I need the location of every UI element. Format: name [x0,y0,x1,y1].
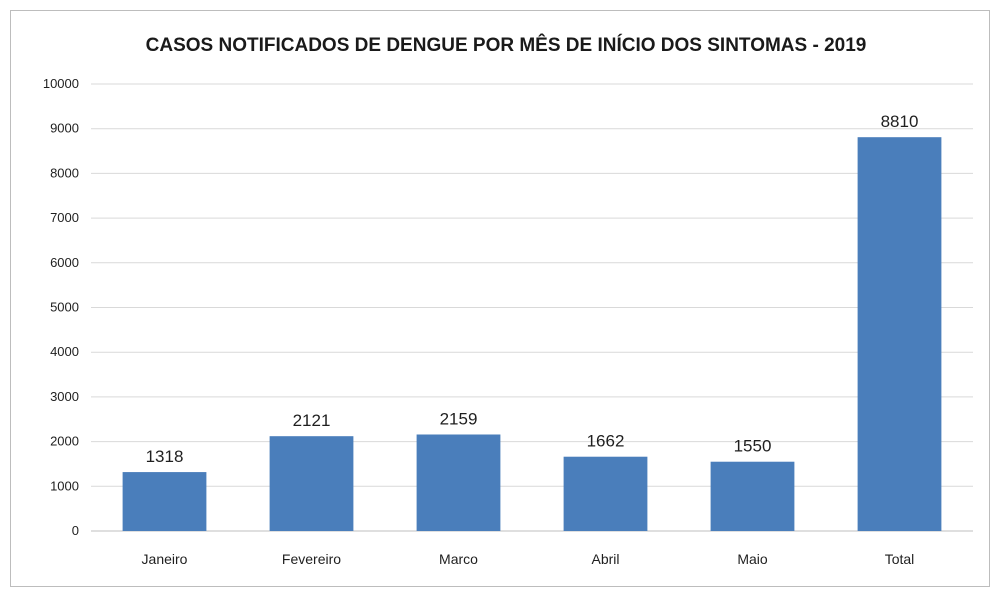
bar-marco [416,434,501,531]
y-tick-label: 0 [72,523,79,538]
bar-total [857,137,942,531]
data-label: 1318 [146,447,184,466]
bars [122,137,942,531]
x-category-label: Abril [591,551,619,567]
x-axis-categories: Janeiro Fevereiro Marco Abril Maio Total [142,551,915,567]
data-label: 2121 [293,411,331,430]
bar-janeiro [122,472,207,531]
y-tick-label: 10000 [43,76,79,91]
x-category-label: Janeiro [142,551,188,567]
chart-frame: CASOS NOTIFICADOS DE DENGUE POR MÊS DE I… [10,10,990,587]
data-label: 8810 [881,112,919,131]
y-tick-label: 7000 [50,210,79,225]
bar-chart: CASOS NOTIFICADOS DE DENGUE POR MÊS DE I… [43,34,973,567]
y-tick-label: 2000 [50,434,79,449]
bar-maio [710,461,795,531]
bar-abril [563,456,648,531]
x-category-label: Fevereiro [282,551,341,567]
data-label: 1662 [587,432,625,451]
data-labels: 1318 2121 2159 1662 1550 8810 [146,112,919,466]
x-category-label: Maio [737,551,768,567]
y-tick-label: 4000 [50,344,79,359]
y-tick-label: 5000 [50,300,79,315]
bar-fevereiro [269,436,354,531]
y-axis-ticks: 0 1000 2000 3000 4000 5000 6000 7000 8000 9000 100… [43,76,79,538]
y-tick-label: 6000 [50,255,79,270]
y-tick-label: 8000 [50,165,79,180]
chart-title: CASOS NOTIFICADOS DE DENGUE POR MÊS DE I… [146,34,867,56]
x-category-label: Marco [439,551,478,567]
data-label: 1550 [734,437,772,456]
y-tick-label: 9000 [50,121,79,136]
y-tick-label: 3000 [50,389,79,404]
x-category-label: Total [885,551,915,567]
y-tick-label: 1000 [50,478,79,493]
data-label: 2159 [440,409,478,428]
gridlines [91,83,973,487]
